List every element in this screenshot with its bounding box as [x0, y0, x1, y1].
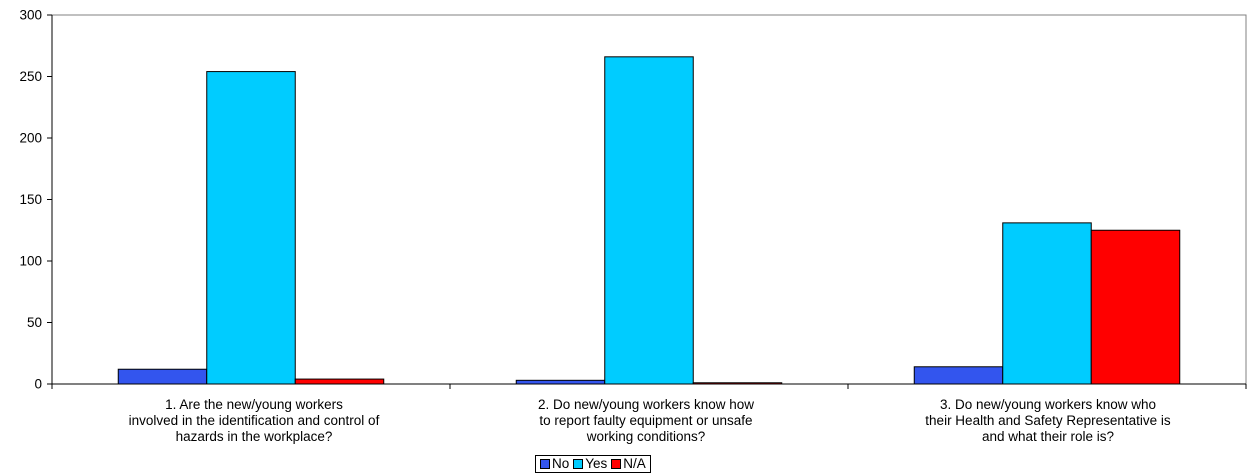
legend-item-no: No [540, 456, 569, 472]
bar-yes-3 [1002, 222, 1092, 385]
bar-na-1 [294, 378, 385, 385]
bar-na-3 [1090, 229, 1181, 385]
legend-label-yes: Yes [585, 456, 608, 471]
y-tick-label: 0 [34, 377, 42, 392]
bar-no-2 [515, 379, 606, 385]
y-tick-label: 250 [19, 69, 42, 84]
legend-swatch-no [540, 459, 550, 469]
legend-swatch-na [611, 459, 622, 469]
legend-swatch-yes [573, 459, 584, 469]
bar-yes-2 [604, 56, 694, 385]
y-tick-label: 300 [19, 8, 42, 23]
bar-na-2 [692, 382, 783, 385]
y-tick-label: 150 [19, 192, 42, 207]
legend-item-yes: Yes [573, 456, 607, 472]
y-tick-label: 50 [27, 315, 42, 330]
bar-no-3 [913, 366, 1004, 385]
legend-item-na: N/A [611, 456, 646, 472]
y-tick-label: 100 [19, 254, 42, 269]
legend-label-na: N/A [623, 456, 646, 471]
bar-yes-1 [206, 71, 296, 385]
bar-no-1 [117, 368, 208, 385]
legend: No Yes N/A [535, 455, 651, 473]
y-tick-label: 200 [19, 131, 42, 146]
category-label-1: 1. Are the new/young workers involved in… [128, 397, 380, 444]
category-label-2: 2. Do new/young workers know how to repo… [537, 397, 755, 444]
category-label-3: 3. Do new/young workers know who their H… [925, 397, 1171, 444]
legend-label-no: No [552, 456, 570, 471]
